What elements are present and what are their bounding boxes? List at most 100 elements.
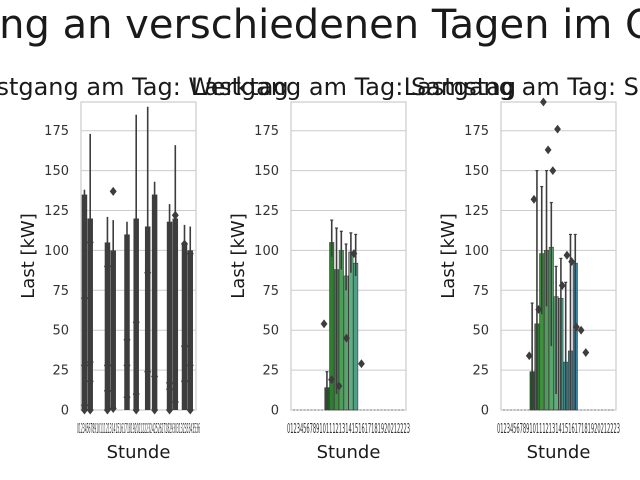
outlier-point <box>186 405 194 415</box>
outlier-point <box>132 389 140 399</box>
outlier-point <box>151 405 159 415</box>
y-tick-label: 0 <box>271 404 279 419</box>
outlier-point <box>103 261 111 271</box>
outlier-point <box>577 325 585 335</box>
x-axis-label: Stunde <box>527 442 591 463</box>
bar <box>353 262 359 411</box>
outlier-point <box>563 250 571 260</box>
outlier-point <box>166 405 174 415</box>
bar <box>348 251 354 411</box>
y-tick-label: 125 <box>464 204 489 219</box>
box <box>151 194 158 410</box>
outlier-point <box>103 386 111 396</box>
outlier-point <box>144 268 152 278</box>
y-tick-label: 0 <box>61 404 69 419</box>
y-tick-label: 175 <box>44 124 69 139</box>
outlier-point <box>358 359 365 369</box>
outlier-point <box>123 335 131 345</box>
outlier-point <box>181 341 188 351</box>
outlier-point <box>544 145 552 155</box>
box <box>133 218 139 410</box>
axes-title: Lastgang am Tag: Werktag <box>0 73 289 101</box>
outlier-point <box>186 360 194 370</box>
outlier-point <box>166 384 174 394</box>
outlier-point <box>132 317 140 327</box>
outlier-point <box>80 293 88 303</box>
outlier-point <box>86 237 94 247</box>
y-tick-label: 50 <box>262 324 279 339</box>
y-axis-label: Last [kW] <box>228 213 249 298</box>
axes-title: Lastgang am Tag: Sonntag <box>404 73 640 101</box>
outlier-point <box>103 405 111 415</box>
outlier-point <box>568 257 576 267</box>
outlier-point <box>186 249 194 259</box>
y-tick-label: 125 <box>44 204 69 219</box>
outlier-point <box>328 375 335 385</box>
y-axis-label: Last [kW] <box>18 213 39 298</box>
outlier-point <box>109 186 117 196</box>
outlier-point <box>123 360 131 370</box>
box <box>110 250 116 410</box>
bar <box>343 275 349 411</box>
x-axis-label: Stunde <box>317 442 381 463</box>
outlier-point <box>554 124 561 134</box>
outlier-point <box>132 405 140 415</box>
box <box>124 234 130 410</box>
y-tick-label: 150 <box>464 164 489 179</box>
outlier-point <box>171 397 179 407</box>
chart-panel-werktag: Lastgang am Tag: Werktag 0 25 50 75 100 125 150… <box>0 73 289 463</box>
outlier-point <box>530 194 538 204</box>
box <box>104 242 111 410</box>
outlier-point <box>525 351 533 361</box>
outlier-point <box>320 319 328 329</box>
outlier-point <box>80 400 88 410</box>
x-tick-labels: 01234567891011121314151617181920212223 <box>497 422 620 437</box>
box <box>181 242 188 410</box>
y-tick-label: 25 <box>52 364 69 379</box>
bar <box>329 242 335 411</box>
y-tick-label: 25 <box>262 364 279 379</box>
outlier-point <box>181 239 188 249</box>
box <box>187 250 193 410</box>
y-tick-label: 75 <box>472 284 489 299</box>
y-tick-label: 50 <box>52 324 69 339</box>
outlier-point <box>549 166 557 176</box>
y-tick-label: 75 <box>52 284 69 299</box>
chart-panel-sonntag: Lastgang am Tag: Sonntag 0 25 50 75 100 125 150… <box>404 73 640 463</box>
outlier-point <box>80 405 88 415</box>
outlier-point <box>123 392 131 402</box>
outlier-point <box>582 348 590 357</box>
outlier-point <box>86 405 94 415</box>
outlier-point <box>103 360 111 370</box>
y-tick-label: 100 <box>44 244 69 259</box>
outlier-point <box>151 371 159 382</box>
y-tick-label: 100 <box>464 244 489 259</box>
outlier-point <box>572 322 580 332</box>
y-axis-label: Last [kW] <box>438 213 459 298</box>
outlier-point <box>171 210 179 220</box>
x-tick-labels: 0123456789101112131415161718192021222324… <box>77 422 200 437</box>
figure-suptitle: Lastgang an verschiedenen Tagen im Quart… <box>0 2 640 48</box>
y-tick-label: 125 <box>254 204 279 219</box>
y-tick-label: 25 <box>472 364 489 379</box>
x-axis-label: Stunde <box>107 442 171 463</box>
outlier-point <box>540 97 547 107</box>
y-tick-label: 175 <box>254 124 279 139</box>
outlier-point <box>80 360 88 370</box>
outlier-point <box>343 333 350 343</box>
outlier-point <box>335 381 343 391</box>
box <box>144 226 151 410</box>
box <box>87 218 93 410</box>
y-tick-label: 150 <box>44 164 69 179</box>
outlier-point <box>535 305 543 314</box>
outlier-point <box>558 281 566 290</box>
y-tick-label: 50 <box>472 324 489 339</box>
x-tick-labels: 01234567891011121314151617181920212223 <box>287 422 410 437</box>
outlier-point <box>166 378 174 388</box>
chart-panel-samstag: Lastgang am Tag: Samstag 0 25 50 75 100 125 150… <box>191 73 516 463</box>
outlier-point <box>181 376 188 386</box>
axes-title: Lastgang am Tag: Samstag <box>191 73 516 101</box>
y-tick-label: 150 <box>254 164 279 179</box>
outlier-point <box>144 367 152 377</box>
